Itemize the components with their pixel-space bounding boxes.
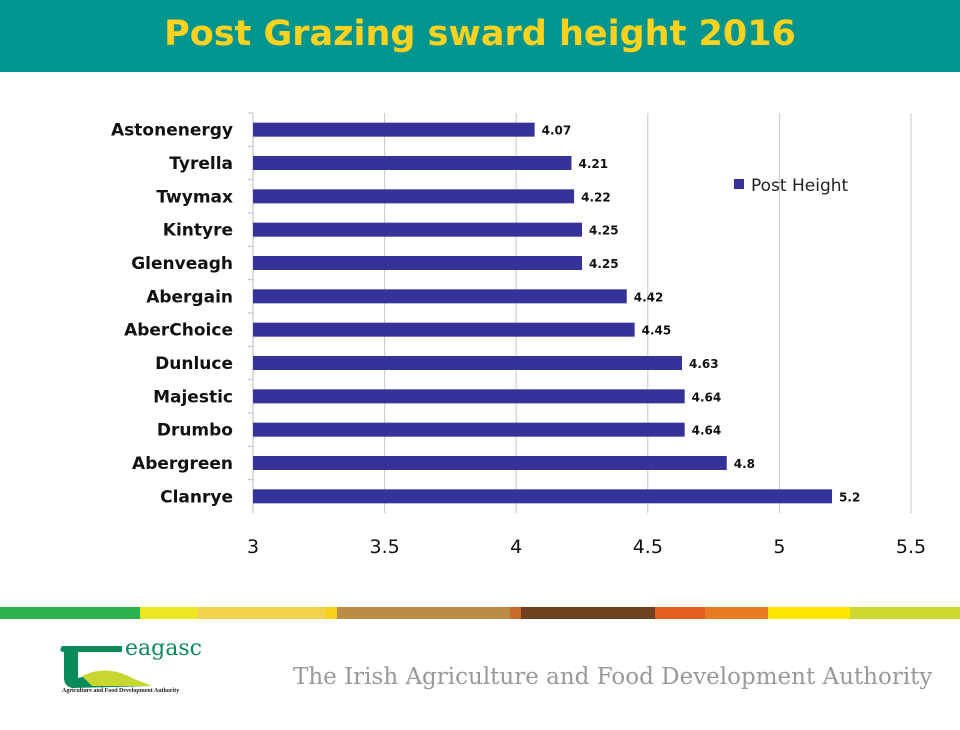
stripe-segment bbox=[705, 607, 768, 619]
x-tick-label: 3.5 bbox=[369, 536, 399, 558]
bar bbox=[253, 289, 627, 304]
stripe-segment bbox=[655, 607, 705, 619]
category-label: Twymax bbox=[156, 187, 233, 207]
category-label: AberChoice bbox=[124, 321, 233, 341]
bar bbox=[253, 389, 685, 404]
category-label: Drumbo bbox=[157, 421, 233, 441]
data-label: 4.42 bbox=[634, 290, 664, 304]
stripe-segment bbox=[768, 607, 850, 619]
bar bbox=[253, 489, 833, 504]
bar bbox=[253, 356, 683, 370]
teagasc-logo-icon bbox=[60, 646, 152, 688]
category-label: Clanrye bbox=[160, 487, 233, 507]
tagline: The Irish Agriculture and Food Developme… bbox=[293, 664, 933, 690]
bar bbox=[253, 122, 535, 137]
chart-title: Post Grazing sward height 2016 bbox=[164, 14, 796, 54]
bar bbox=[253, 222, 582, 237]
x-tick-label: 5 bbox=[773, 536, 785, 558]
bar-chart: 3 3.5 4 4.5 5 5.5 Astonenergy 4.07 Tyrella 4.21 Tw… bbox=[111, 112, 926, 558]
data-label: 4.22 bbox=[581, 190, 611, 204]
data-label: 4.8 bbox=[734, 457, 755, 471]
legend-label: Post Height bbox=[751, 176, 849, 196]
data-label: 4.45 bbox=[642, 324, 672, 338]
stripe-segment bbox=[850, 607, 960, 619]
stripe-segment bbox=[510, 607, 521, 619]
bar bbox=[253, 456, 727, 470]
bar bbox=[253, 189, 575, 204]
category-label: Abergreen bbox=[132, 454, 233, 474]
stripe-segment bbox=[337, 607, 510, 619]
x-tick-label: 4.5 bbox=[633, 536, 663, 558]
data-label: 4.64 bbox=[692, 424, 722, 438]
stripe-segment bbox=[140, 607, 197, 619]
logo-subtitle: Agriculture and Food Development Authori… bbox=[62, 688, 180, 694]
data-label: 4.64 bbox=[692, 390, 722, 404]
data-label: 4.25 bbox=[589, 257, 619, 271]
stripe-segment bbox=[197, 607, 325, 619]
x-tick-label: 5.5 bbox=[896, 536, 926, 558]
title-banner: Post Grazing sward height 2016 bbox=[0, 0, 960, 72]
bar bbox=[253, 256, 582, 270]
data-label: 5.2 bbox=[839, 490, 860, 504]
category-label: Tyrella bbox=[169, 154, 233, 174]
bar bbox=[253, 156, 572, 170]
category-label: Abergain bbox=[146, 287, 233, 307]
color-stripe bbox=[0, 607, 960, 619]
category-label: Majestic bbox=[153, 387, 233, 407]
x-tick-label: 3 bbox=[247, 536, 259, 558]
data-label: 4.63 bbox=[689, 357, 719, 371]
stripe-segment bbox=[521, 607, 655, 619]
data-label: 4.21 bbox=[578, 157, 608, 171]
bar bbox=[253, 322, 635, 337]
category-label: Dunluce bbox=[155, 354, 233, 374]
category-label: Astonenergy bbox=[111, 121, 233, 141]
category-label: Kintyre bbox=[163, 221, 233, 241]
logo-text: eagasc bbox=[125, 636, 202, 661]
legend-swatch bbox=[734, 179, 744, 189]
data-label: 4.25 bbox=[589, 224, 619, 238]
x-tick-label: 4 bbox=[510, 536, 522, 558]
data-label: 4.07 bbox=[542, 124, 572, 138]
category-label: Glenveagh bbox=[131, 254, 233, 274]
stripe-segment bbox=[0, 607, 140, 619]
stripe-segment bbox=[325, 607, 337, 619]
bar bbox=[253, 422, 685, 437]
